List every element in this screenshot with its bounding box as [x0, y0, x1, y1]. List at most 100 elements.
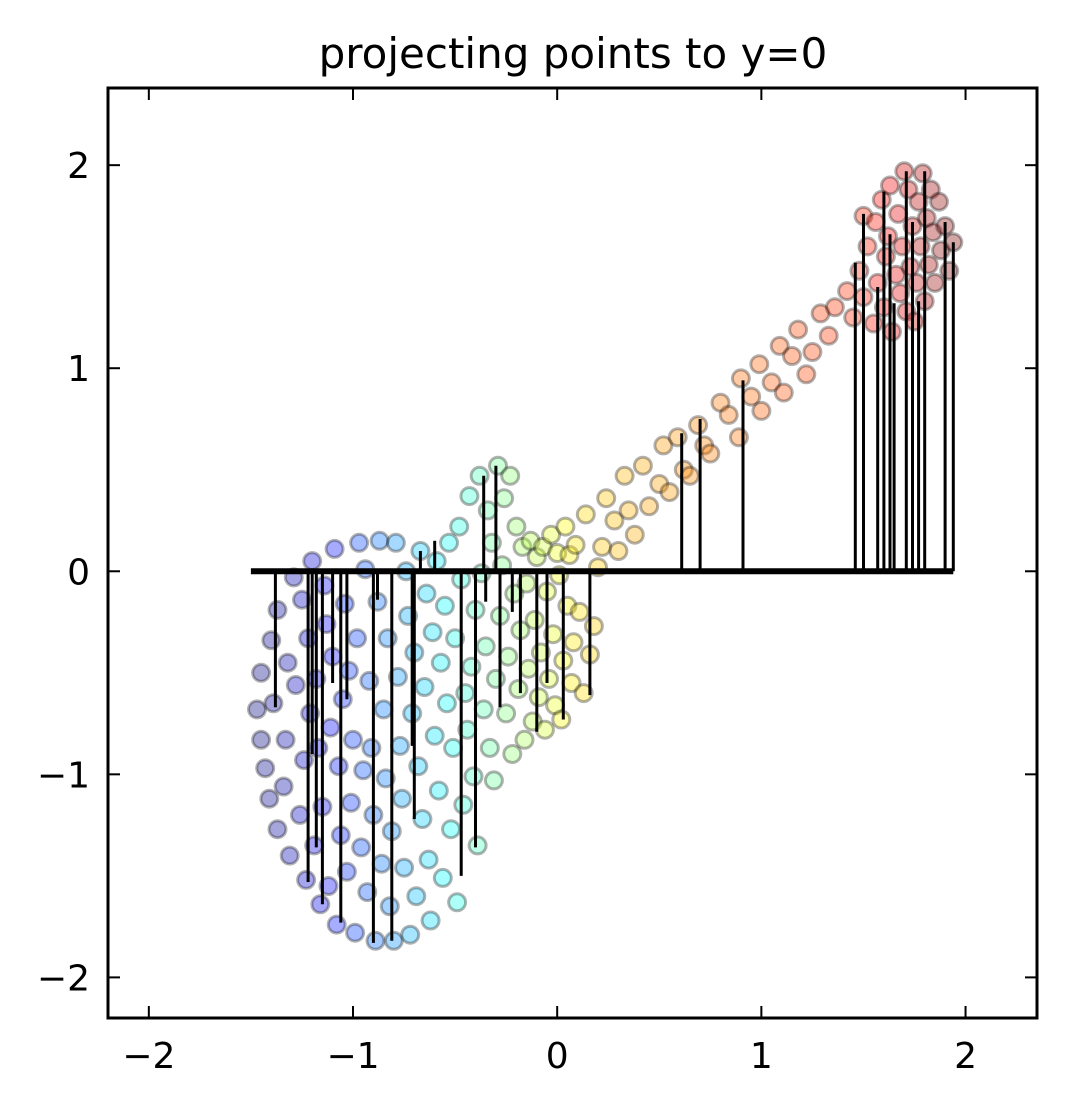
- data-point: [547, 543, 568, 563]
- data-point: [375, 768, 396, 789]
- data-point: [273, 776, 294, 797]
- data-point: [469, 465, 490, 486]
- data-point: [500, 465, 521, 486]
- data-point: [267, 819, 288, 840]
- data-point: [728, 427, 749, 448]
- data-point: [418, 849, 439, 870]
- data-point: [338, 660, 359, 681]
- data-point: [824, 297, 845, 318]
- data-point: [918, 254, 939, 275]
- data-point: [563, 632, 584, 653]
- data-point: [849, 260, 870, 281]
- data-point: [461, 656, 482, 677]
- data-point: [565, 534, 586, 555]
- data-point: [424, 725, 445, 746]
- data-point: [343, 729, 363, 750]
- data-point: [449, 516, 470, 537]
- data-point: [904, 311, 925, 332]
- x-tick-label: −2: [122, 1036, 175, 1077]
- data-point: [294, 750, 314, 771]
- data-point: [516, 573, 537, 594]
- x-tick-label: 1: [750, 1036, 773, 1077]
- y-tick-label: −1: [37, 755, 90, 796]
- chart-title: projecting points to y=0: [319, 29, 828, 78]
- data-point: [467, 835, 488, 856]
- data-point: [871, 189, 892, 210]
- data-point: [608, 541, 629, 561]
- data-point: [289, 804, 310, 825]
- data-point: [443, 737, 464, 758]
- data-point: [369, 530, 390, 551]
- data-point: [263, 693, 284, 714]
- data-point: [247, 699, 267, 720]
- data-point: [929, 191, 949, 212]
- data-point: [383, 930, 404, 951]
- data-point: [455, 683, 476, 704]
- data-point: [890, 283, 911, 304]
- data-point: [328, 756, 349, 777]
- data-point: [906, 272, 927, 293]
- data-point: [700, 443, 721, 464]
- data-point: [810, 303, 831, 324]
- data-point: [373, 699, 394, 720]
- data-point: [445, 628, 466, 649]
- data-point: [359, 670, 380, 691]
- data-point: [882, 321, 902, 342]
- data-point: [296, 869, 317, 890]
- data-point: [439, 532, 459, 553]
- data-point: [900, 256, 921, 277]
- data-point: [761, 372, 782, 393]
- data-point: [512, 536, 533, 557]
- data-point: [730, 368, 751, 389]
- data-point: [526, 547, 547, 568]
- data-point: [667, 427, 688, 448]
- data-point: [769, 335, 790, 356]
- data-point: [604, 510, 625, 531]
- data-point: [292, 589, 312, 610]
- data-point: [818, 325, 839, 346]
- data-point: [502, 744, 523, 764]
- data-point: [390, 735, 410, 756]
- data-point: [408, 756, 429, 777]
- data-point: [414, 677, 435, 697]
- data-point: [857, 236, 878, 257]
- data-point: [506, 516, 527, 537]
- data-point: [541, 524, 562, 545]
- data-point: [477, 500, 498, 521]
- data-point: [320, 717, 341, 738]
- data-point: [324, 538, 345, 559]
- data-point: [875, 246, 896, 267]
- data-point: [910, 236, 931, 257]
- data-point: [898, 179, 919, 200]
- data-point: [318, 876, 339, 896]
- data-point: [357, 882, 378, 903]
- data-point: [508, 679, 529, 699]
- data-point: [251, 662, 272, 683]
- data-point: [279, 845, 300, 866]
- data-point: [441, 819, 461, 840]
- data-point: [802, 342, 823, 362]
- data-point: [679, 465, 700, 486]
- data-point: [334, 593, 355, 614]
- data-point: [434, 595, 455, 616]
- data-point: [332, 689, 353, 710]
- data-point: [863, 313, 884, 334]
- data-point: [718, 404, 739, 425]
- data-point: [347, 628, 368, 649]
- data-point: [618, 500, 639, 521]
- data-point: [843, 307, 864, 328]
- data-point: [653, 435, 674, 456]
- data-point: [837, 281, 858, 302]
- data-point: [361, 737, 382, 758]
- data-point: [894, 161, 915, 182]
- data-point: [412, 809, 433, 829]
- data-point: [551, 709, 572, 730]
- data-point: [528, 687, 549, 708]
- data-point: [520, 530, 541, 551]
- data-point: [498, 646, 519, 667]
- data-point: [575, 504, 596, 525]
- data-point: [475, 636, 496, 657]
- data-point: [488, 455, 508, 476]
- data-point: [892, 236, 913, 257]
- data-point: [453, 794, 474, 815]
